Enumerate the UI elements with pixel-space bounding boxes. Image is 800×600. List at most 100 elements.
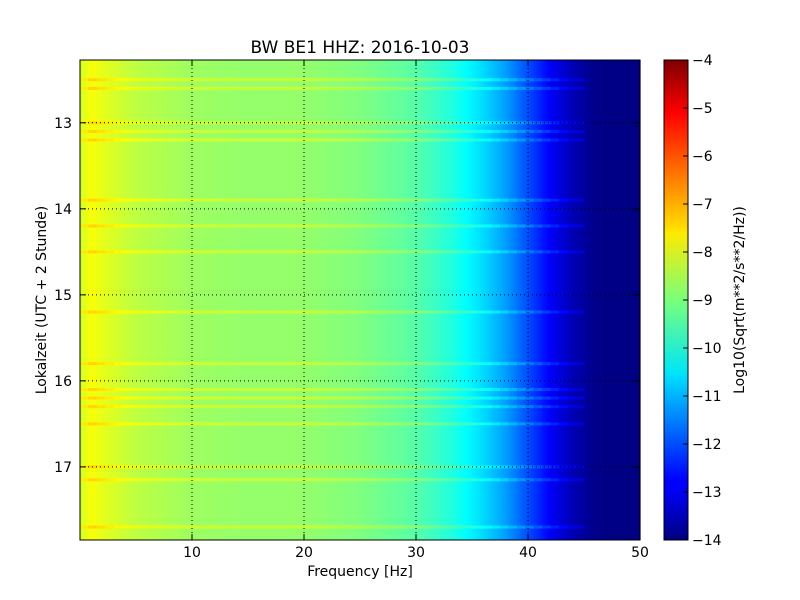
band-segment [80,396,89,400]
heatmap-cell [169,60,173,540]
band-segment [96,396,106,400]
x-tick-label: 40 [519,545,537,561]
band-segment [96,86,106,90]
band-segment [197,78,207,82]
band-segment [231,422,241,426]
band-segment [533,198,543,202]
band-segment [281,86,291,90]
band-segment [155,310,165,314]
heatmap-cell [382,60,386,540]
band-segment [281,310,291,314]
band-segment [105,78,115,82]
band-segment [306,387,316,391]
band-segment [206,121,215,125]
heatmap-cell [474,60,479,540]
heatmap-cell [166,60,171,540]
band-segment [164,387,173,391]
band-segment [113,129,123,133]
band-segment [483,121,493,125]
heatmap-cell [432,60,437,540]
band-segment [374,396,383,400]
band-segment [264,405,274,409]
heatmap-cell [581,60,585,540]
x-tick-label: 50 [631,545,649,561]
band-segment [458,224,467,228]
band-segment [130,478,140,482]
band-segment [164,129,173,133]
band-segment [290,405,299,409]
band-segment [147,465,157,469]
band-segment [407,310,417,314]
band-segment [374,138,383,142]
band-segment [256,224,266,228]
band-segment [357,86,367,90]
band-segment [558,310,568,314]
x-axis-label: Frequency [Hz] [307,564,413,580]
band-segment [441,78,451,82]
band-segment [264,478,274,482]
band-segment [248,86,257,90]
band-segment [416,525,425,529]
heatmap-cell [542,60,546,540]
heatmap-cell [609,60,613,540]
heatmap-cell [486,60,490,540]
band-segment [138,78,148,82]
band-segment [281,250,291,254]
band-segment [164,478,173,482]
band-segment [483,310,493,314]
band-segment [332,422,341,426]
band-segment [474,224,484,228]
band-segment [323,250,333,254]
band-segment [222,387,232,391]
band-segment [441,478,451,482]
band-segment [105,86,115,90]
band-segment [172,138,182,142]
band-segment [315,396,325,400]
band-segment [567,405,577,409]
band-segment [264,224,274,228]
band-segment [542,387,551,391]
band-segment [80,78,89,82]
heatmap-cell [460,60,465,540]
band-segment [483,250,493,254]
band-segment [483,224,493,228]
heatmap-cell [298,60,302,540]
band-segment [542,465,551,469]
band-segment [222,525,232,529]
y-axis-label: Lokalzeit (UTC + 2 Stunde) [34,206,50,395]
band-segment [80,310,89,314]
band-segment [466,465,476,469]
heatmap-cell [374,60,378,540]
band-segment [542,129,551,133]
band-segment [575,362,585,366]
band-segment [550,310,560,314]
band-segment [256,86,266,90]
band-segment [558,86,568,90]
band-segment [525,129,535,133]
band-segment [399,387,409,391]
band-segment [155,362,165,366]
band-segment [542,405,551,409]
band-segment [197,121,207,125]
heatmap-cell [110,60,115,540]
band-segment [80,129,89,133]
band-segment [458,525,467,529]
band-segment [558,362,568,366]
band-segment [365,310,375,314]
band-segment [407,198,417,202]
band-segment [348,478,358,482]
heatmap-cell [606,60,610,540]
y-tick-label: 15 [54,288,72,304]
band-segment [466,86,476,90]
band-segment [290,465,299,469]
band-segment [239,224,249,228]
band-segment [357,525,367,529]
heatmap-cell [421,60,425,540]
band-segment [416,387,425,391]
band-segment [264,78,274,82]
band-segment [306,362,316,366]
band-segment [365,387,375,391]
band-segment [390,465,400,469]
band-segment [105,250,115,254]
band-segment [399,422,409,426]
